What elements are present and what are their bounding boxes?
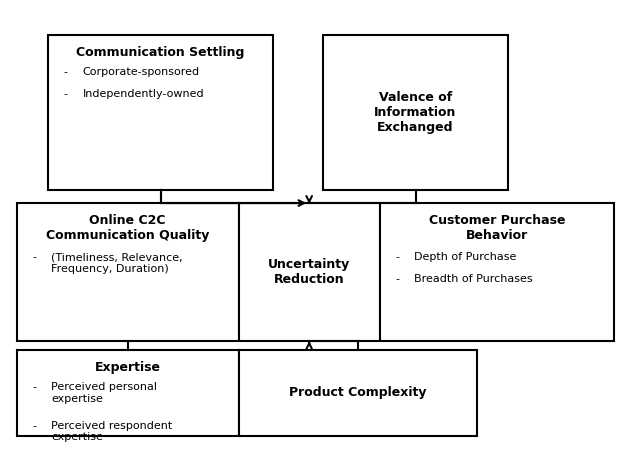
Bar: [16, 203, 239, 341]
Bar: [239, 350, 477, 436]
Bar: [239, 203, 380, 341]
Text: Customer Purchase
Behavior: Customer Purchase Behavior: [429, 214, 565, 243]
Text: -: -: [32, 252, 36, 262]
Text: Corporate-sponsored: Corporate-sponsored: [82, 67, 200, 77]
Text: -: -: [395, 274, 399, 284]
Text: -: -: [395, 252, 399, 262]
Bar: [323, 35, 508, 190]
Text: -: -: [63, 67, 68, 77]
Text: Communication Settling: Communication Settling: [76, 46, 245, 59]
Text: -: -: [32, 421, 36, 431]
Text: Breadth of Purchases: Breadth of Purchases: [414, 274, 533, 284]
Text: Uncertainty
Reduction: Uncertainty Reduction: [268, 258, 351, 286]
Text: -: -: [63, 89, 68, 99]
Bar: [16, 350, 239, 436]
Text: -: -: [32, 382, 36, 392]
Bar: [380, 203, 614, 341]
Text: Expertise: Expertise: [94, 361, 161, 374]
Text: Perceived personal
expertise: Perceived personal expertise: [51, 382, 157, 404]
Text: (Timeliness, Relevance,
Frequency, Duration): (Timeliness, Relevance, Frequency, Durat…: [51, 252, 183, 274]
Text: Online C2C
Communication Quality: Online C2C Communication Quality: [46, 214, 209, 243]
Text: Product Complexity: Product Complexity: [289, 387, 427, 400]
Text: Perceived respondent
expertise: Perceived respondent expertise: [51, 421, 172, 442]
Text: Independently-owned: Independently-owned: [82, 89, 204, 99]
Bar: [48, 35, 273, 190]
Text: Depth of Purchase: Depth of Purchase: [414, 252, 516, 262]
Text: Valence of
Information
Exchanged: Valence of Information Exchanged: [374, 91, 456, 134]
